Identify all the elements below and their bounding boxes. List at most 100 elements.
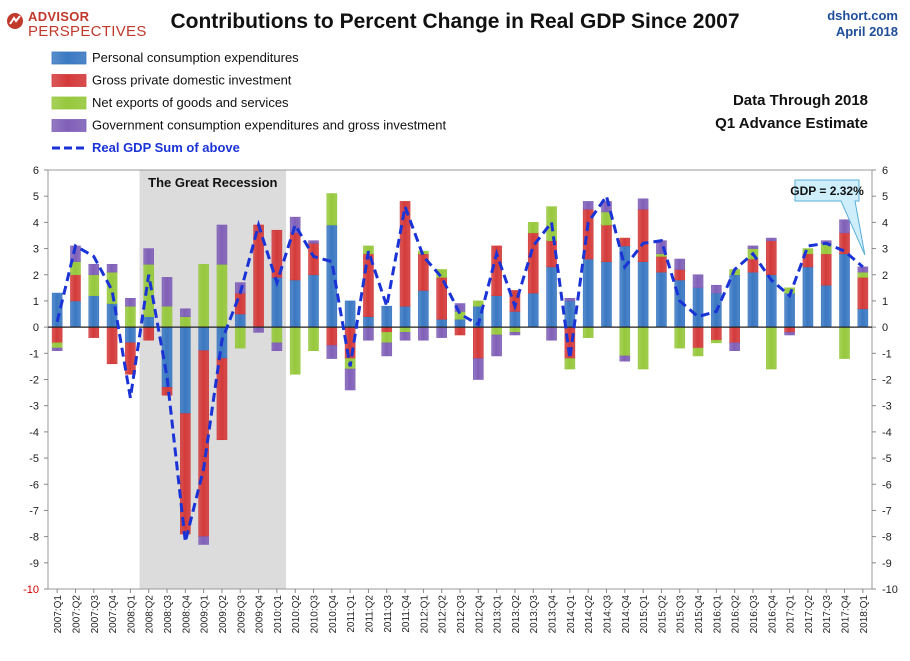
gdp-callout-label: GDP = 2.32% xyxy=(790,184,864,198)
x-tick-label: 2009:Q4 xyxy=(255,595,266,634)
y-tick-label-right: -10 xyxy=(882,584,898,596)
y-tick-label-left: 6 xyxy=(33,165,39,177)
bar-segment xyxy=(692,287,704,328)
x-tick-label: 2017:Q1 xyxy=(786,595,797,634)
x-tick-label: 2013:Q2 xyxy=(511,595,522,634)
bar-segment xyxy=(692,347,704,357)
y-tick-label-right: 6 xyxy=(882,165,888,177)
bar-segment xyxy=(454,318,466,328)
y-tick-label-left: -5 xyxy=(29,453,39,465)
bar-segment xyxy=(418,326,429,341)
bar-segment xyxy=(344,300,356,328)
x-tick-label: 2011:Q4 xyxy=(401,595,412,633)
bar-segment xyxy=(491,326,502,336)
bar-segment xyxy=(637,326,649,370)
bar-segment xyxy=(619,355,631,362)
y-tick-label-right: -6 xyxy=(882,479,892,491)
y-tick-label-left: 4 xyxy=(33,217,39,229)
bar-segment xyxy=(234,313,246,328)
x-tick-label: 2007:Q3 xyxy=(90,595,101,634)
bar-segment xyxy=(106,263,118,273)
bar-segment xyxy=(857,308,869,328)
bar-segment xyxy=(125,326,136,344)
x-tick-label: 2007:Q2 xyxy=(71,595,82,634)
bar-segment xyxy=(784,292,795,328)
bar-segment xyxy=(747,245,759,249)
bar-segment xyxy=(161,305,173,328)
bar-segment xyxy=(784,332,795,336)
bar-segment xyxy=(381,305,393,328)
bar-segment xyxy=(180,316,191,328)
y-tick-label-right: 3 xyxy=(882,244,888,256)
bar-segment xyxy=(711,339,722,344)
bar-segment xyxy=(180,326,191,414)
source-label: dshort.com xyxy=(827,8,898,23)
y-tick-label-left: 0 xyxy=(33,322,39,334)
legend-swatch xyxy=(51,51,87,65)
bar-segment xyxy=(363,326,374,341)
bar-segment xyxy=(198,536,209,545)
x-tick-label: 2013:Q3 xyxy=(529,595,540,634)
bar-segment xyxy=(399,305,411,328)
x-tick-label: 2010:Q2 xyxy=(291,595,302,634)
bar-segment xyxy=(381,332,393,344)
bar-segment xyxy=(125,298,136,307)
y-tick-label-left: -9 xyxy=(29,558,39,570)
bar-segment xyxy=(271,326,283,344)
legend-label-gdp: Real GDP Sum of above xyxy=(92,140,240,155)
bar-segment xyxy=(88,263,100,276)
legend-label: Government consumption expenditures and … xyxy=(92,118,446,133)
bar-segment xyxy=(527,222,539,234)
bar-segment xyxy=(88,274,100,297)
legend-label: Net exports of goods and services xyxy=(92,95,289,110)
bar-segment xyxy=(436,318,447,328)
x-tick-label: 2010:Q3 xyxy=(310,595,321,634)
x-tick-label: 2015:Q1 xyxy=(639,595,650,634)
bar-segment xyxy=(729,326,740,344)
data-note-line2: Q1 Advance Estimate xyxy=(715,115,868,132)
bar-segment xyxy=(473,358,484,380)
x-tick-label: 2015:Q3 xyxy=(676,595,687,634)
logo-text-perspectives: PERSPECTIVES xyxy=(28,23,147,40)
bar-segment xyxy=(51,342,63,349)
bar-segment xyxy=(418,290,429,328)
bar-segment xyxy=(692,274,704,289)
bar-segment xyxy=(216,358,228,441)
x-tick-label: 2008:Q2 xyxy=(145,595,156,634)
bar-segment xyxy=(491,295,502,328)
bar-segment xyxy=(582,326,594,338)
date-label: April 2018 xyxy=(835,24,898,39)
bar-segment xyxy=(289,216,301,234)
bar-segment xyxy=(619,326,631,357)
bar-segment xyxy=(271,342,283,351)
bar-segment xyxy=(747,258,759,273)
y-tick-label-left: -4 xyxy=(29,427,39,439)
bar-segment xyxy=(765,240,777,276)
x-tick-label: 2007:Q1 xyxy=(53,595,64,634)
x-tick-label: 2013:Q4 xyxy=(548,595,559,634)
x-tick-label: 2016:Q2 xyxy=(731,595,742,634)
bar-segment xyxy=(308,240,319,244)
bar-segment xyxy=(381,342,393,357)
gdp-callout-box xyxy=(794,179,866,256)
x-tick-label: 2013:Q1 xyxy=(493,595,504,634)
y-tick-label-left: -3 xyxy=(29,401,39,413)
x-tick-label: 2009:Q1 xyxy=(200,595,211,634)
y-tick-label-right: 1 xyxy=(882,296,888,308)
x-tick-label: 2010:Q4 xyxy=(328,595,339,634)
data-note-line1: Data Through 2018 xyxy=(732,92,868,109)
bar-segment xyxy=(784,326,795,333)
bar-segment xyxy=(546,326,557,341)
x-tick-label: 2014:Q2 xyxy=(584,595,595,634)
x-tick-label: 2011:Q2 xyxy=(364,595,375,633)
bar-segment xyxy=(125,305,136,328)
bar-segment xyxy=(601,224,612,262)
bar-segment xyxy=(88,295,100,328)
bar-segment xyxy=(619,237,631,247)
bar-segment xyxy=(70,300,81,328)
bar-segment xyxy=(820,253,832,286)
bar-segment xyxy=(601,261,612,328)
bar-segment xyxy=(473,326,484,359)
y-tick-label-right: -9 xyxy=(882,558,892,570)
x-tick-label: 2009:Q3 xyxy=(236,595,247,634)
